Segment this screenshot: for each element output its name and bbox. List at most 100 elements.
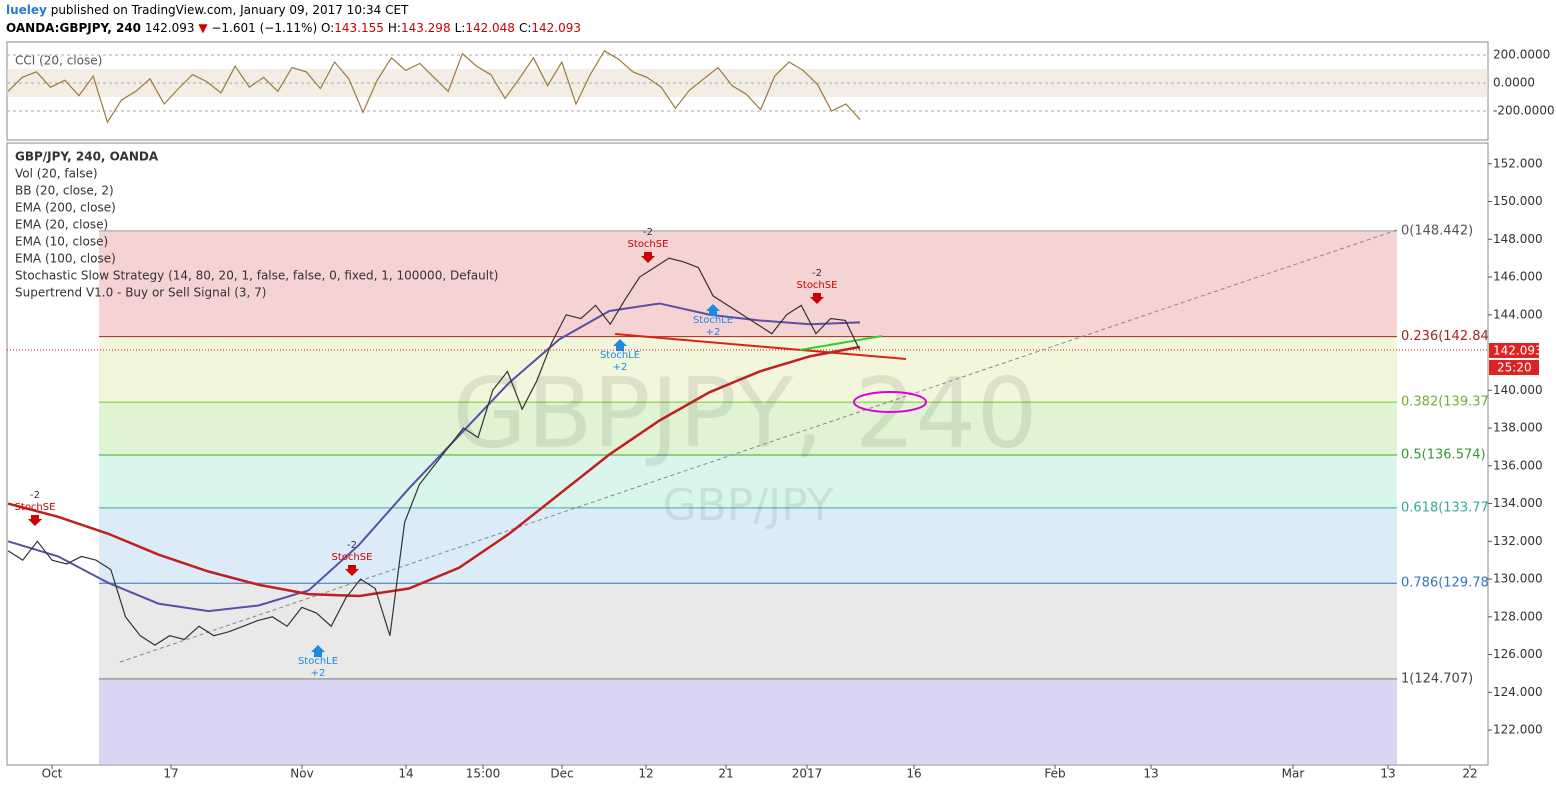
y-tick-label: 150.000 xyxy=(1493,194,1543,208)
annotation-label: StochSE xyxy=(15,502,56,513)
volume-area xyxy=(99,680,1397,765)
symbol-line: OANDA:GBPJPY, 240 142.093 ▼ −1.601 (−1.1… xyxy=(6,21,585,35)
legend-line: GBP/JPY, 240, OANDA xyxy=(15,150,159,164)
ema200-line xyxy=(7,345,861,598)
fib-band xyxy=(99,454,1397,508)
target-ellipse xyxy=(853,391,927,413)
legend-line: EMA (10, close) xyxy=(15,235,108,249)
fib-label: 1(124.707) xyxy=(1401,671,1473,686)
x-tick-label: 13 xyxy=(1380,767,1395,781)
annotation-sign: +2 xyxy=(613,362,628,373)
y-tick-label: 128.000 xyxy=(1493,609,1543,623)
signal-arrow xyxy=(810,293,824,304)
signal-arrow xyxy=(613,339,627,351)
legend-line: Supertrend V1.0 - Buy or Sell Signal (3,… xyxy=(15,286,266,300)
fib-group: 0(148.442) 0.236(142.84 0.382(139.37 0.5(13… xyxy=(99,223,1489,686)
x-tick-label: 16 xyxy=(906,767,921,781)
cci-line xyxy=(7,49,861,124)
fib-band xyxy=(99,230,1397,337)
x-tick-label: Dec xyxy=(550,767,573,781)
annotation-label: StochSE xyxy=(628,239,669,250)
y-tick-label: 130.000 xyxy=(1493,572,1543,586)
y-tick-label: 146.000 xyxy=(1493,270,1543,284)
legend-line: Vol (20, false) xyxy=(15,167,98,181)
last: 142.093 xyxy=(144,21,195,35)
x-tick-label: 12 xyxy=(638,767,653,781)
ohlc-value: 142.048 xyxy=(465,21,515,35)
fib-label: 0.618(133.77 xyxy=(1401,500,1489,515)
legend-line: EMA (20, close) xyxy=(15,218,108,232)
ohlc-value: 143.298 xyxy=(400,21,451,35)
y-tick-label: 136.000 xyxy=(1493,458,1543,472)
y-tick-label: 138.000 xyxy=(1493,421,1543,435)
fib-trend-line xyxy=(119,229,1398,663)
annotation-sign: +2 xyxy=(311,668,326,679)
y-tick-label: 122.000 xyxy=(1493,723,1543,737)
published: published on TradingView.com, January 09… xyxy=(50,3,409,17)
x-tick-label: 13 xyxy=(1143,767,1158,781)
countdown-bg xyxy=(1489,360,1539,375)
annotation-label: StochLE xyxy=(298,656,338,667)
publish-line: lueley published on TradingView.com, Jan… xyxy=(6,3,408,17)
cci-tick-label: -200.0000 xyxy=(1493,104,1555,118)
fib-band xyxy=(99,507,1397,584)
ohlc-key: L: xyxy=(454,21,466,35)
signal-arrow xyxy=(345,565,359,576)
cci-tick-label: 200.0000 xyxy=(1493,48,1550,62)
annotation-sign: +2 xyxy=(706,327,721,338)
y-tick-label: 126.000 xyxy=(1493,647,1543,661)
red-trend-line xyxy=(614,333,907,360)
x-tick-label: 2017 xyxy=(792,767,823,781)
cci-label: CCI (20, close) xyxy=(15,54,102,68)
ohlc-key: H: xyxy=(387,21,401,35)
ohlc-key: C: xyxy=(518,21,532,35)
y-tick-label: 144.000 xyxy=(1493,307,1543,321)
x-tick-label: 21 xyxy=(718,767,733,781)
fib-band xyxy=(99,336,1397,403)
change: −1.601 (−1.11%) xyxy=(211,21,318,35)
fib-label: 0.5(136.574) xyxy=(1401,447,1486,462)
watermark-sub: GBP/JPY xyxy=(662,480,833,531)
ohlc: O:143.155 H:143.298 L:142.048 C:142.093 xyxy=(321,21,585,35)
x-tick-label: 14 xyxy=(398,767,413,781)
annotation-sign: -2 xyxy=(812,268,822,279)
countdown: 25:20 xyxy=(1497,361,1532,375)
legend-line: EMA (100, close) xyxy=(15,252,116,266)
x-tick-label: Mar xyxy=(1282,767,1305,781)
legend-line: Stochastic Slow Strategy (14, 80, 20, 1,… xyxy=(15,269,498,283)
annotation-label: StochLE xyxy=(693,315,733,326)
legend-line: EMA (200, close) xyxy=(15,201,116,215)
ema100-line xyxy=(7,302,861,613)
price-tag: 142.093 xyxy=(1493,344,1543,358)
annotation-label: StochSE xyxy=(332,552,373,563)
x-tick-label: Feb xyxy=(1044,767,1065,781)
cci-tick-label: 0.0000 xyxy=(1493,76,1535,90)
legend-line: BB (20, close, 2) xyxy=(15,184,114,198)
x-tick-label: Nov xyxy=(290,767,313,781)
ohlc-value: 143.155 xyxy=(334,21,384,35)
annotation-label: StochLE xyxy=(600,350,640,361)
y-tick-label: 134.000 xyxy=(1493,496,1543,510)
fib-label: 0.236(142.84 xyxy=(1401,329,1489,344)
price-tag-bg xyxy=(1489,343,1539,358)
y-tick-label: 148.000 xyxy=(1493,232,1543,246)
x-tick-label: 17 xyxy=(163,767,178,781)
x-tick-label: Oct xyxy=(42,767,63,781)
signal-arrow xyxy=(28,515,42,526)
fib-label: 0.786(129.78 xyxy=(1401,576,1489,591)
fib-band xyxy=(99,402,1397,455)
fib-band xyxy=(99,583,1397,679)
symbol: OANDA:GBPJPY, 240 xyxy=(6,21,142,35)
y-tick-label: 152.000 xyxy=(1493,156,1543,170)
x-tick-label: 22 xyxy=(1462,767,1477,781)
x-tick-label: 15:00 xyxy=(466,767,501,781)
annotation-sign: -2 xyxy=(643,227,653,238)
y-tick-label: 140.000 xyxy=(1493,383,1543,397)
down-arrow: ▼ xyxy=(198,21,208,35)
y-tick-label: 124.000 xyxy=(1493,685,1543,699)
y-tick-label: 132.000 xyxy=(1493,534,1543,548)
annotation-sign: -2 xyxy=(30,490,40,501)
watermark: GBPJPY, 240 xyxy=(452,357,1037,469)
fib-label: 0(148.442) xyxy=(1401,223,1473,238)
